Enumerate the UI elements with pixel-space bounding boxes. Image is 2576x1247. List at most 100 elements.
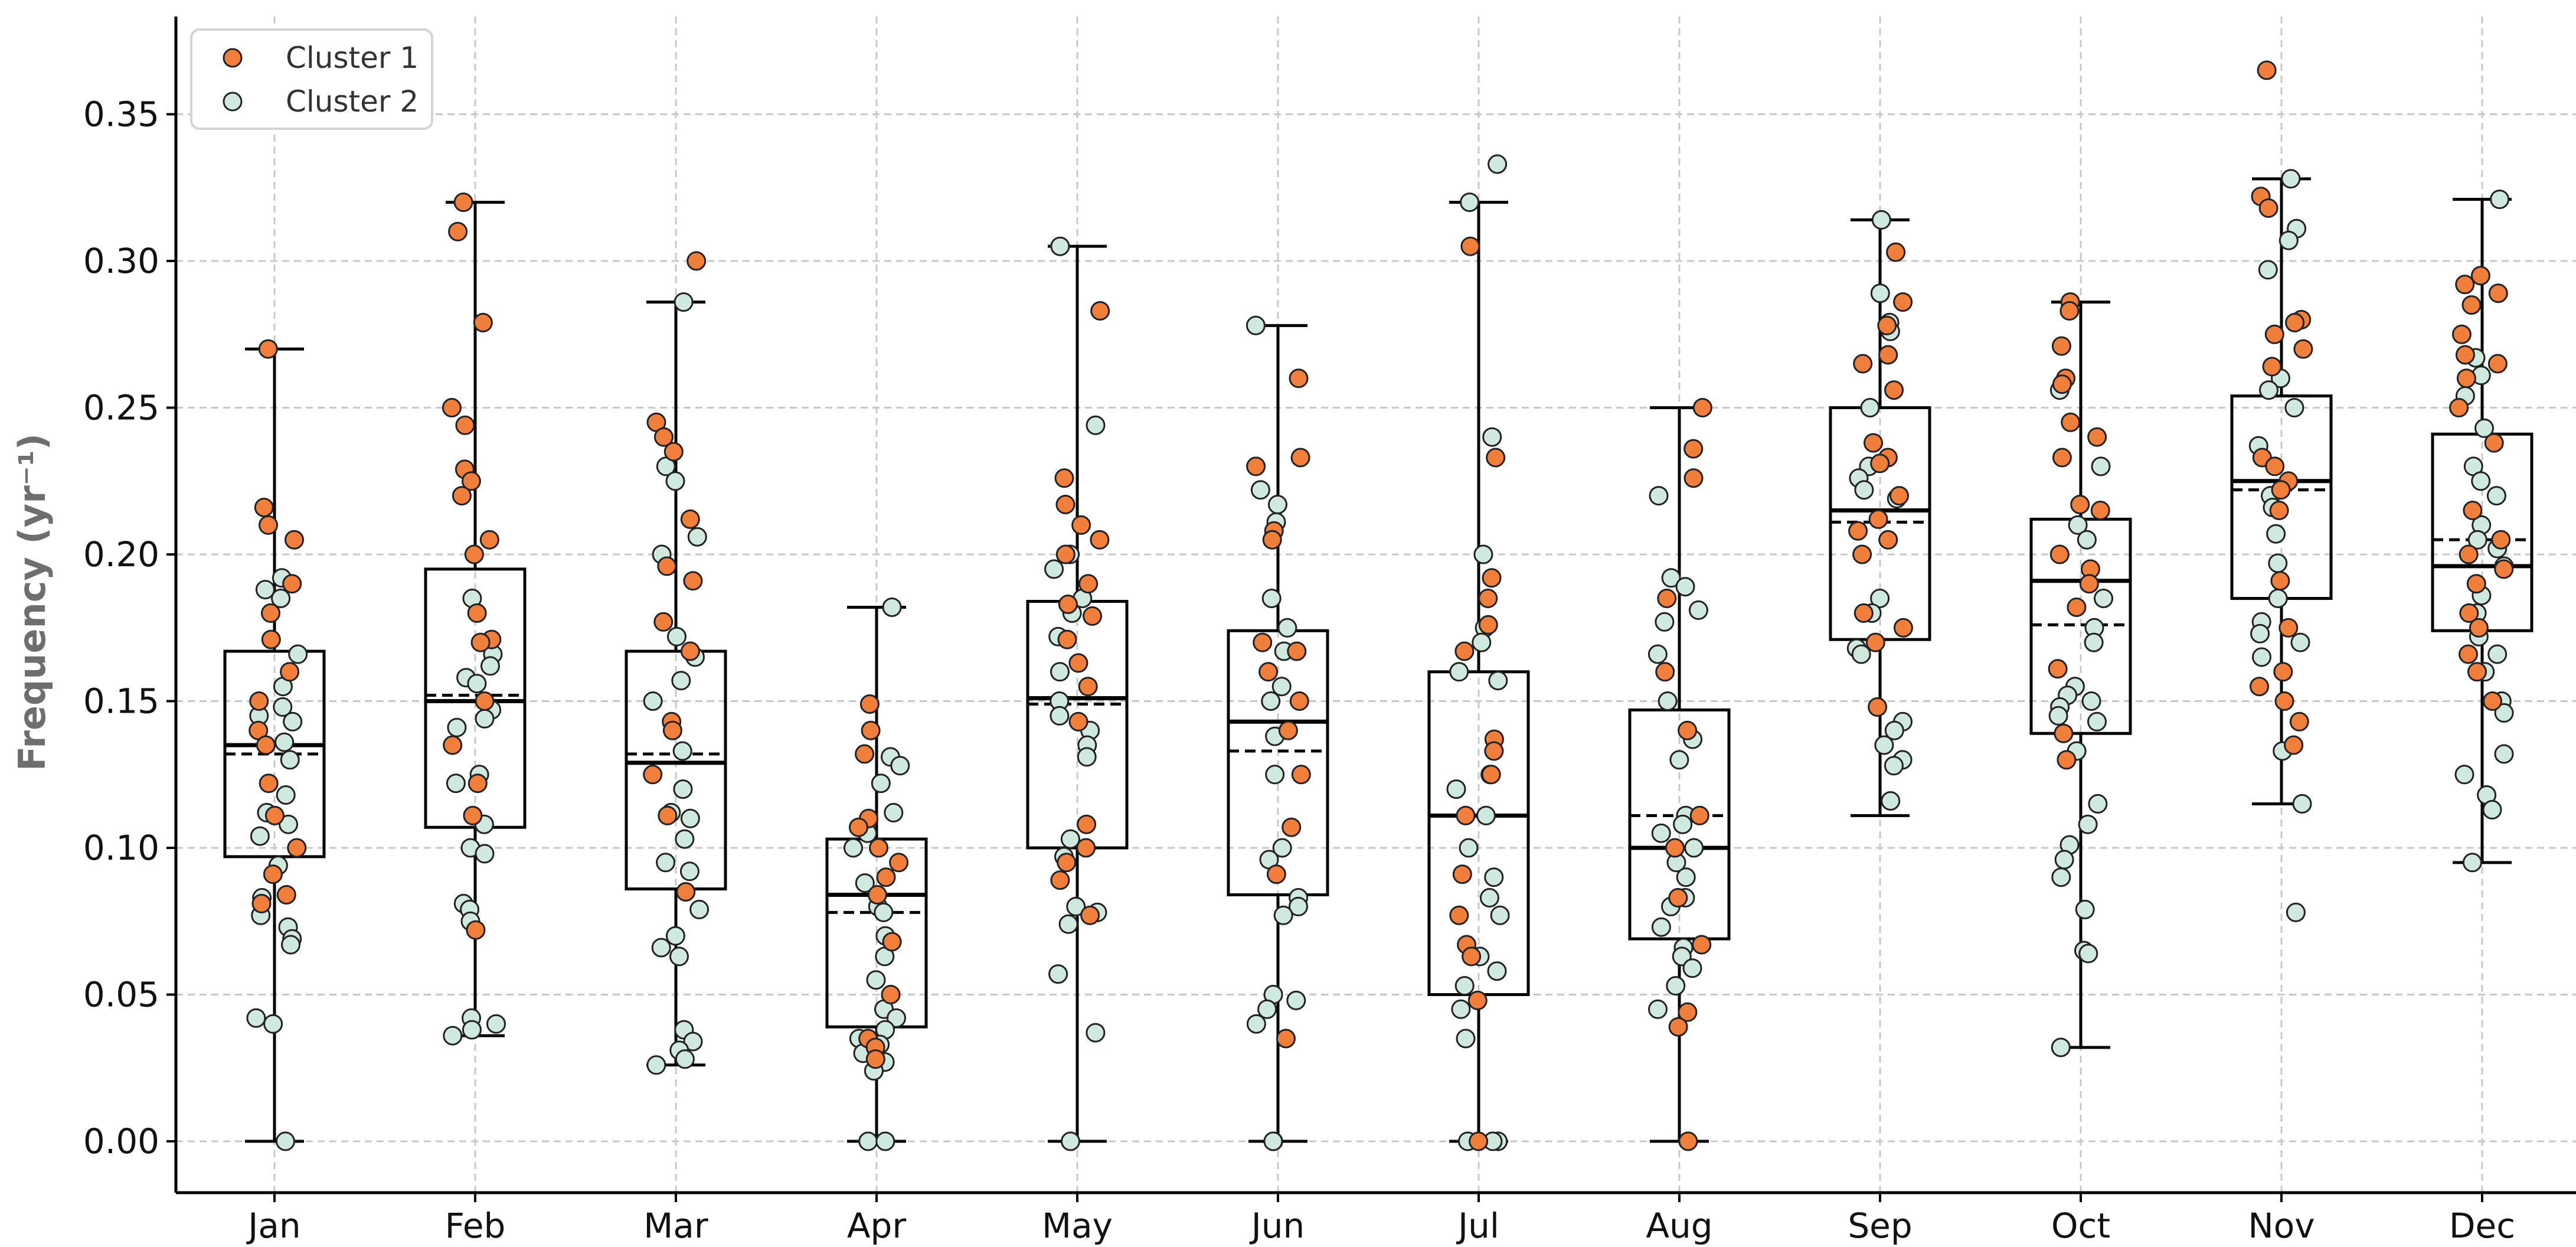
data-point-cluster-2 [2474, 418, 2494, 438]
data-point-cluster-2 [1263, 1131, 1283, 1151]
data-point-cluster-1 [1071, 515, 1091, 535]
data-point-cluster-2 [2084, 632, 2104, 652]
data-point-cluster-1 [461, 471, 481, 491]
data-point-cluster-2 [2494, 744, 2514, 764]
x-tick-label: Jun [1250, 1206, 1305, 1246]
data-point-cluster-2 [2068, 515, 2088, 535]
data-point-cluster-2 [1460, 192, 1480, 213]
data-point-cluster-2 [1245, 315, 1266, 335]
data-point-cluster-2 [1077, 747, 1097, 767]
data-point-cluster-1 [2061, 412, 2081, 432]
data-point-cluster-2 [276, 785, 296, 805]
data-point-cluster-2 [1272, 838, 1292, 858]
data-point-cluster-2 [890, 756, 910, 776]
points-jun [1245, 315, 1311, 1151]
data-point-cluster-1 [2273, 662, 2293, 682]
data-point-cluster-1 [1878, 530, 1898, 550]
data-point-cluster-2 [1484, 867, 1504, 887]
data-point-cluster-2 [1884, 720, 1904, 740]
data-point-cluster-2 [2486, 486, 2506, 506]
data-point-cluster-1 [2067, 598, 2087, 617]
data-point-cluster-2 [1265, 765, 1285, 785]
data-point-cluster-1 [468, 773, 488, 794]
data-point-cluster-2 [665, 471, 685, 491]
data-point-cluster-2 [279, 814, 298, 834]
data-point-cluster-1 [2459, 544, 2479, 564]
data-point-cluster-2 [2494, 703, 2514, 723]
data-point-cluster-2 [866, 970, 886, 990]
data-point-cluster-1 [663, 442, 684, 462]
data-point-cluster-2 [1271, 677, 1292, 697]
data-point-cluster-2 [1050, 236, 1070, 256]
data-point-cluster-2 [2075, 899, 2095, 919]
data-point-cluster-2 [1459, 838, 1479, 858]
data-point-cluster-1 [658, 805, 678, 825]
data-point-cluster-2 [665, 926, 685, 946]
data-point-cluster-1 [1068, 711, 1088, 732]
legend-frame [190, 28, 433, 130]
data-point-cluster-1 [249, 691, 269, 711]
data-point-cluster-1 [2293, 339, 2313, 359]
data-point-cluster-1 [1467, 990, 1488, 1010]
data-point-cluster-1 [1078, 677, 1098, 697]
data-point-cluster-2 [276, 1131, 295, 1151]
data-point-cluster-1 [2285, 312, 2305, 332]
data-point-cluster-2 [1488, 154, 1508, 174]
data-point-cluster-2 [1289, 896, 1308, 916]
data-point-cluster-2 [1268, 495, 1287, 514]
points-mar [643, 251, 710, 1075]
data-point-cluster-2 [1860, 398, 1880, 417]
points-aug [1647, 398, 1712, 1151]
data-point-cluster-1 [1692, 935, 1712, 955]
data-point-cluster-2 [1060, 829, 1080, 849]
data-point-cluster-2 [2266, 524, 2286, 544]
data-point-cluster-1 [2264, 324, 2284, 344]
data-point-cluster-1 [2079, 574, 2099, 594]
data-point-cluster-1 [683, 571, 703, 591]
points-nov [2248, 60, 2313, 922]
data-point-cluster-2 [2094, 589, 2113, 608]
data-point-cluster-1 [1853, 354, 1873, 374]
data-point-cluster-2 [1648, 999, 1668, 1019]
data-point-cluster-1 [280, 662, 300, 682]
data-point-cluster-2 [1286, 990, 1306, 1010]
data-point-cluster-1 [1683, 439, 1704, 459]
data-point-cluster-1 [1665, 838, 1685, 858]
data-point-cluster-1 [2265, 456, 2285, 476]
data-point-cluster-1 [2289, 711, 2309, 732]
x-tick-label: Jul [1456, 1206, 1499, 1246]
data-point-cluster-1 [1246, 456, 1266, 476]
data-point-cluster-2 [462, 1020, 482, 1040]
data-point-cluster-2 [1273, 905, 1293, 925]
data-point-cluster-1 [1878, 345, 1898, 365]
data-point-cluster-2 [855, 873, 875, 893]
data-point-cluster-2 [2471, 471, 2491, 491]
data-point-cluster-1 [1289, 368, 1309, 389]
data-point-cluster-1 [662, 720, 682, 740]
data-point-cluster-1 [2451, 324, 2472, 344]
data-point-cluster-1 [1655, 662, 1675, 682]
data-point-cluster-2 [274, 732, 295, 752]
data-point-cluster-1 [2467, 662, 2487, 682]
data-point-cluster-2 [1655, 612, 1675, 632]
data-point-cluster-1 [2274, 691, 2294, 711]
data-point-cluster-1 [1852, 544, 1872, 564]
data-point-cluster-2 [1472, 632, 1492, 652]
data-point-cluster-1 [2048, 659, 2068, 679]
data-point-cluster-1 [287, 838, 307, 858]
data-point-cluster-1 [865, 1049, 885, 1069]
data-point-cluster-1 [2278, 618, 2299, 638]
data-point-cluster-2 [1050, 706, 1070, 726]
data-point-cluster-1 [264, 805, 285, 825]
data-point-cluster-1 [259, 515, 278, 535]
data-point-cluster-1 [2483, 691, 2502, 711]
data-point-cluster-1 [1266, 864, 1286, 884]
data-point-cluster-2 [250, 826, 270, 846]
data-point-cluster-2 [1446, 779, 1466, 799]
data-point-cluster-2 [1277, 618, 1297, 638]
data-point-cluster-1 [849, 817, 868, 837]
data-point-cluster-1 [1050, 870, 1070, 890]
data-point-cluster-1 [443, 735, 463, 755]
data-point-cluster-1 [881, 985, 901, 1004]
iqr-box [1227, 629, 1329, 897]
